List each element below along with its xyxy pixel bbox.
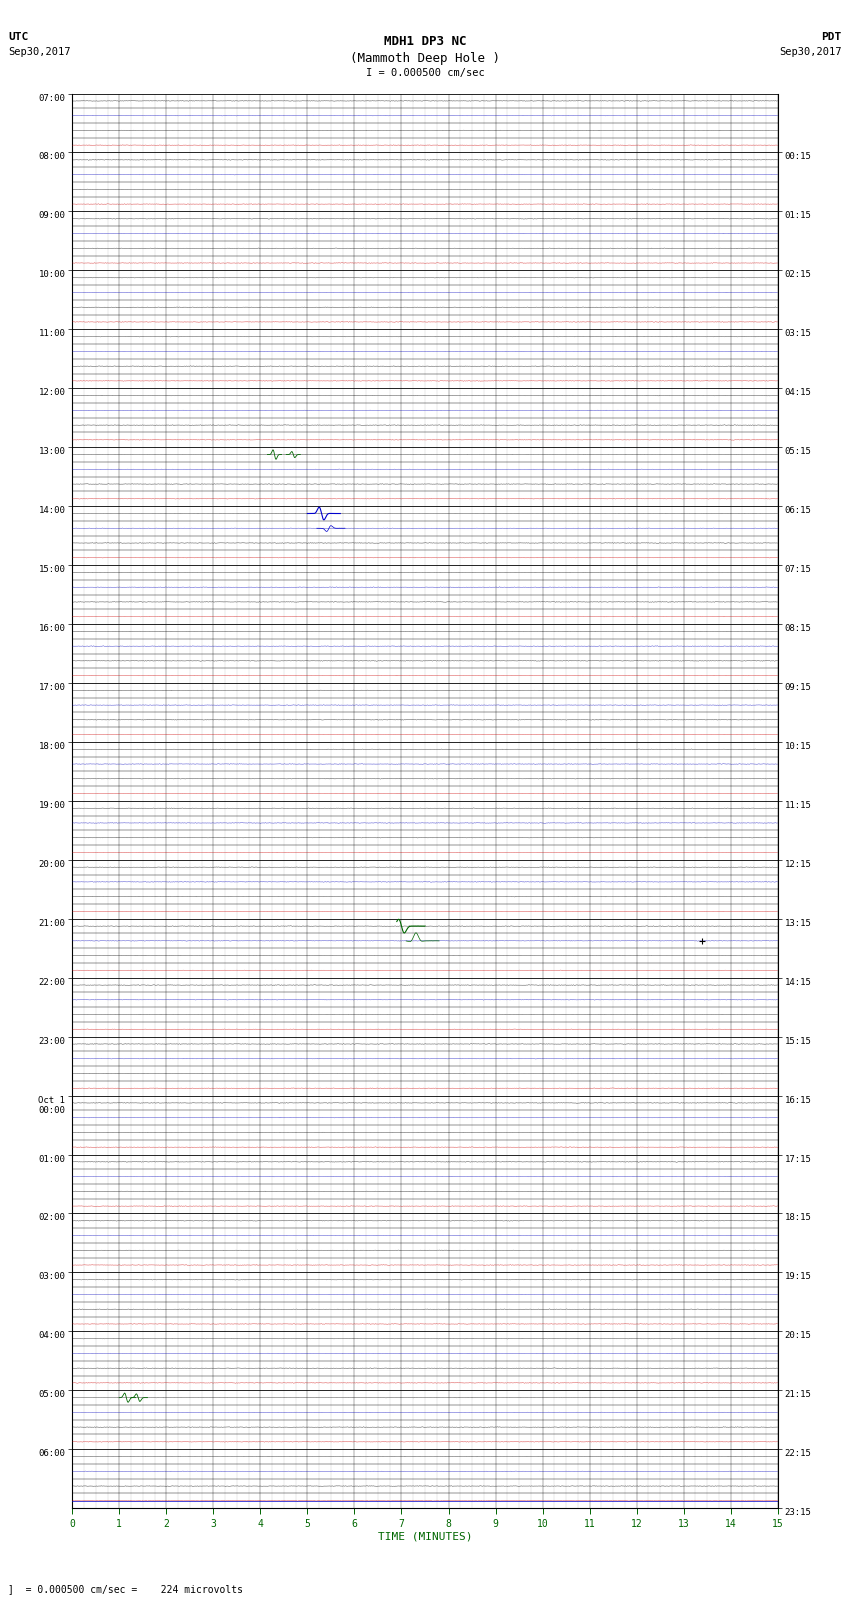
Text: (Mammoth Deep Hole ): (Mammoth Deep Hole )	[350, 52, 500, 65]
Text: ]  = 0.000500 cm/sec =    224 microvolts: ] = 0.000500 cm/sec = 224 microvolts	[8, 1584, 243, 1594]
Text: PDT: PDT	[821, 32, 842, 42]
Text: Sep30,2017: Sep30,2017	[779, 47, 842, 56]
Text: Sep30,2017: Sep30,2017	[8, 47, 71, 56]
X-axis label: TIME (MINUTES): TIME (MINUTES)	[377, 1531, 473, 1542]
Text: UTC: UTC	[8, 32, 29, 42]
Text: I = 0.000500 cm/sec: I = 0.000500 cm/sec	[366, 68, 484, 77]
Text: MDH1 DP3 NC: MDH1 DP3 NC	[383, 35, 467, 48]
